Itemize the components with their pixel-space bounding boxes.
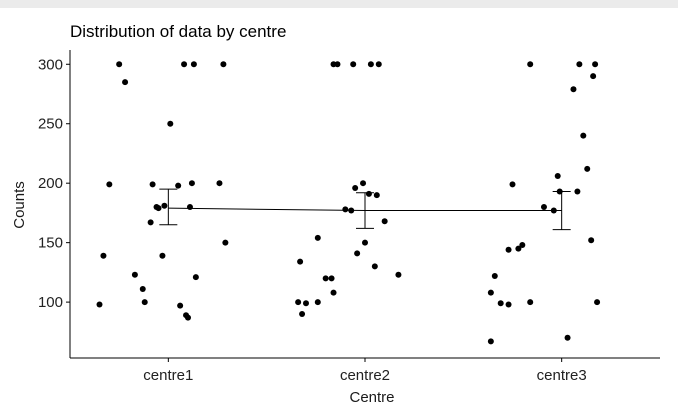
chart-title: Distribution of data by centre xyxy=(70,22,286,41)
error-bars xyxy=(159,188,571,231)
data-point-centre1 xyxy=(167,120,174,127)
data-point-centre2 xyxy=(375,61,382,68)
data-point-centre3 xyxy=(527,61,534,68)
data-point-centre3 xyxy=(487,338,494,345)
data-point-centre2 xyxy=(342,206,349,213)
data-point-centre1 xyxy=(181,61,188,68)
data-point-centre2 xyxy=(314,234,321,241)
data-point-centre1 xyxy=(116,61,123,68)
data-point-centre3 xyxy=(497,300,504,307)
data-point-centre3 xyxy=(550,207,557,214)
data-point-centre2 xyxy=(314,299,321,306)
data-point-centre2 xyxy=(348,207,355,214)
data-point-centre3 xyxy=(509,181,516,188)
data-point-centre1 xyxy=(220,61,227,68)
data-point-centre3 xyxy=(527,299,534,306)
y-tick-label: 100 xyxy=(38,294,63,311)
data-point-centre2 xyxy=(328,275,335,282)
y-tick-label: 150 xyxy=(38,235,63,252)
x-axis-ticks: centre1 centre2 centre3 xyxy=(143,358,587,384)
data-point-centre2 xyxy=(395,271,402,278)
y-axis-ticks: 100 150 200 250 300 xyxy=(38,56,70,311)
data-point-centre2 xyxy=(297,258,304,265)
data-point-centre3 xyxy=(564,334,571,341)
data-point-centre1 xyxy=(122,79,129,86)
x-tick-label-centre3: centre3 xyxy=(537,367,587,384)
data-point-centre3 xyxy=(588,237,595,244)
error-bar-centre1 xyxy=(159,188,178,226)
x-tick-label-centre1: centre1 xyxy=(143,367,193,384)
data-point-centre3 xyxy=(487,289,494,296)
top-bar xyxy=(0,0,678,8)
data-point-centre1 xyxy=(155,205,162,212)
data-point-centre3 xyxy=(515,245,522,252)
data-point-centre2 xyxy=(352,184,359,191)
data-point-centre3 xyxy=(574,188,581,195)
data-point-centre3 xyxy=(505,301,512,308)
y-axis-title: Counts xyxy=(11,181,28,229)
data-point-centre3 xyxy=(570,86,577,93)
data-point-centre1 xyxy=(149,181,156,188)
data-point-centre2 xyxy=(322,275,329,282)
data-point-centre2 xyxy=(371,263,378,270)
data-point-centre3 xyxy=(580,132,587,139)
data-point-centre1 xyxy=(175,182,182,189)
data-point-centre3 xyxy=(576,61,583,68)
data-points xyxy=(96,61,601,345)
x-tick-label-centre2: centre2 xyxy=(340,367,390,384)
data-point-centre1 xyxy=(188,180,195,187)
data-point-centre2 xyxy=(350,61,357,68)
data-point-centre3 xyxy=(556,188,563,195)
data-point-centre1 xyxy=(96,301,103,308)
data-point-centre3 xyxy=(519,242,526,249)
data-point-centre2 xyxy=(334,61,341,68)
data-point-centre1 xyxy=(185,314,191,321)
data-point-centre2 xyxy=(303,300,309,307)
data-point-centre1 xyxy=(147,219,154,226)
data-point-centre2 xyxy=(354,250,361,257)
data-point-centre2 xyxy=(299,311,306,317)
data-point-centre3 xyxy=(505,246,512,253)
data-point-centre2 xyxy=(360,180,367,187)
data-point-centre3 xyxy=(491,272,498,279)
x-axis-title: Centre xyxy=(349,389,394,406)
data-point-centre3 xyxy=(554,173,561,180)
data-point-centre3 xyxy=(592,61,599,68)
data-point-centre3 xyxy=(594,299,601,306)
data-point-centre1 xyxy=(186,203,193,210)
data-point-centre1 xyxy=(216,180,223,187)
data-point-centre2 xyxy=(330,289,337,296)
data-point-centre2 xyxy=(381,218,388,225)
data-point-centre1 xyxy=(100,252,107,259)
data-point-centre1 xyxy=(131,271,138,278)
data-point-centre2 xyxy=(373,192,380,199)
data-point-centre1 xyxy=(222,239,229,246)
data-point-centre3 xyxy=(584,165,591,172)
data-point-centre3 xyxy=(590,73,597,80)
y-tick-label: 300 xyxy=(38,56,63,73)
y-tick-label: 200 xyxy=(38,175,63,192)
data-point-centre1 xyxy=(177,302,184,309)
data-point-centre1 xyxy=(139,286,146,293)
data-point-centre1 xyxy=(192,274,199,281)
data-point-centre1 xyxy=(161,202,168,209)
data-point-centre2 xyxy=(367,61,374,68)
data-point-centre2 xyxy=(365,190,372,197)
data-point-centre2 xyxy=(362,239,368,246)
data-point-centre1 xyxy=(190,61,197,68)
data-point-centre1 xyxy=(159,252,166,259)
data-point-centre3 xyxy=(540,203,547,210)
data-point-centre1 xyxy=(141,299,148,306)
data-point-centre2 xyxy=(295,299,302,306)
y-tick-label: 250 xyxy=(38,116,63,133)
data-point-centre1 xyxy=(106,181,113,188)
